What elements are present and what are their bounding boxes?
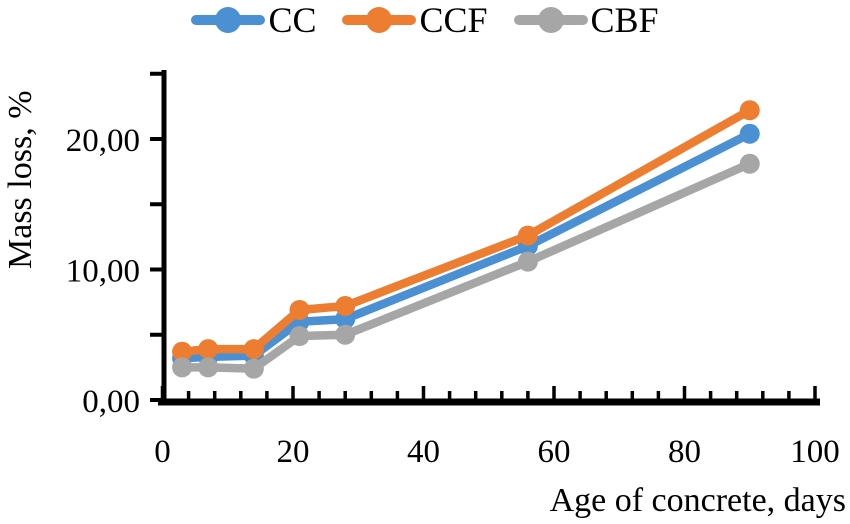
legend-dot-swatch xyxy=(366,7,393,33)
line-dot-marker-icon xyxy=(342,2,417,38)
data-point-CCF xyxy=(172,341,193,362)
data-point-CCF xyxy=(739,100,760,121)
chart-legend: CC CCF CBF xyxy=(0,0,850,40)
x-tick-label: 20 xyxy=(277,434,310,470)
x-tick-label: 40 xyxy=(407,434,440,470)
data-point-CBF xyxy=(517,251,538,272)
legend-label-cbf: CBF xyxy=(590,0,659,40)
data-point-CC xyxy=(739,123,760,144)
x-tick-label: 0 xyxy=(154,434,171,470)
data-point-CBF xyxy=(335,324,356,345)
series-CCF xyxy=(172,100,760,362)
legend-item-cc: CC xyxy=(191,2,316,38)
legend-dot-swatch xyxy=(215,7,242,33)
data-point-CCF xyxy=(517,225,538,246)
y-tick-label: 0,00 xyxy=(82,384,140,420)
x-tick-label: 100 xyxy=(790,434,840,470)
series-CBF xyxy=(172,153,760,379)
data-point-CCF xyxy=(198,339,219,360)
legend-item-ccf: CCF xyxy=(342,0,488,40)
data-point-CBF xyxy=(172,357,193,378)
legend-label-cc: CC xyxy=(268,0,317,40)
y-axis: 0,00 10,00 20,00 xyxy=(66,70,167,420)
x-tick-label: 60 xyxy=(538,434,571,470)
line-dot-marker-icon xyxy=(191,2,266,38)
y-tick-label: 20,00 xyxy=(66,123,140,159)
x-axis-title: Age of concrete, days xyxy=(549,482,846,519)
data-point-CBF xyxy=(198,357,219,378)
legend-dot-swatch xyxy=(537,7,564,33)
data-point-CCF xyxy=(289,299,310,320)
data-point-CCF xyxy=(335,296,356,317)
data-point-CBF xyxy=(739,153,760,174)
line-dot-marker-icon xyxy=(513,2,588,38)
legend-label-ccf: CCF xyxy=(419,0,488,40)
series-CC xyxy=(172,123,760,369)
data-point-CBF xyxy=(289,326,310,347)
data-point-CBF xyxy=(243,358,264,379)
data-point-CCF xyxy=(243,339,264,360)
x-tick-label: 80 xyxy=(668,434,701,470)
y-tick-label: 10,00 xyxy=(66,254,140,290)
legend-item-cbf: CBF xyxy=(513,0,659,40)
x-axis: 0 20 40 60 80 100 xyxy=(154,386,840,470)
